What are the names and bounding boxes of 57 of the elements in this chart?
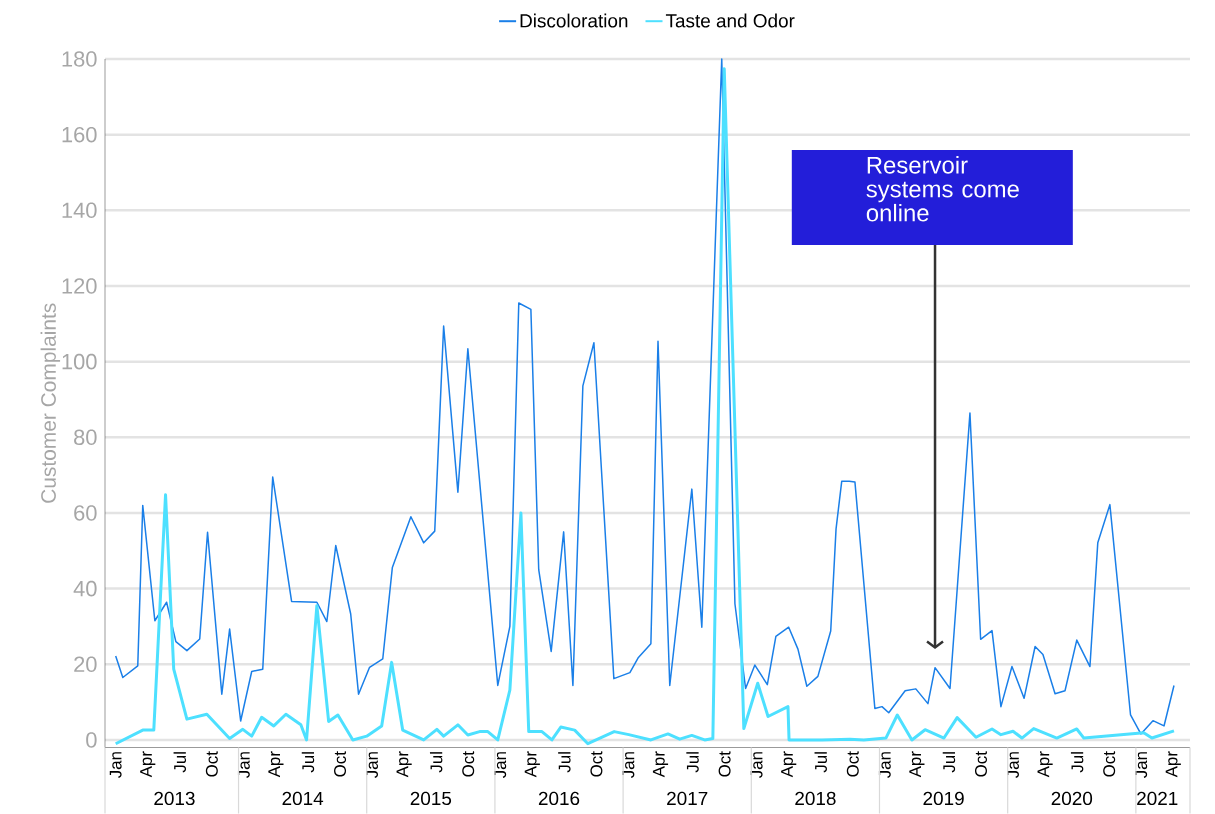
x-tick-label: Oct [718, 751, 731, 777]
y-tick-label: 120 [62, 278, 97, 294]
x2-tick-label: 2017 [667, 791, 708, 806]
x-tick-label: Apr [524, 751, 540, 778]
y-tick-label: 100 [62, 353, 97, 370]
x-tick-label: Apr [268, 751, 284, 778]
x-tick-label: Jul [942, 752, 956, 773]
x2-tick-label: 2015 [410, 791, 452, 806]
y-tick-label: 180 [62, 51, 97, 67]
y-tick-label: 40 [73, 580, 97, 597]
x-tick-label: Oct [846, 751, 859, 777]
x-tick-label: Jan [366, 752, 378, 779]
x-tick-label: Oct [974, 751, 987, 777]
x-tick-label: Apr [781, 751, 797, 778]
y-tick-label: 0 [86, 732, 97, 748]
y-tick-label: 140 [62, 202, 97, 219]
x-tick-label: Jan [237, 752, 250, 779]
y-tick-label: 80 [74, 429, 97, 446]
x-tick-label: Apr [140, 751, 156, 778]
x-tick-label: Jan [109, 752, 122, 779]
x-tick-label: Apr [909, 751, 925, 778]
x-tick-label: Oct [1103, 751, 1116, 777]
x-tick-label: Jul [686, 752, 699, 773]
x2-tick-label: 2018 [795, 791, 836, 806]
x-tick-label: Oct [205, 751, 218, 777]
y-tick-label: 160 [62, 126, 97, 143]
x2-tick-label: 2019 [923, 791, 964, 806]
x-tick-label: Jul [814, 752, 827, 773]
y-tick-label: 60 [74, 505, 97, 521]
y-axis-title: Customer Complaints [40, 303, 61, 503]
annotation: Reservoir systems come online [866, 156, 1019, 222]
legend-label: Taste and Odor [665, 13, 795, 28]
x-tick-label: Jan [878, 752, 891, 779]
x2-tick-label: 2021 [1137, 791, 1178, 806]
legend-label: Discoloration [520, 13, 628, 28]
x-tick-label: Apr [1037, 751, 1053, 778]
x-tick-label: Oct [590, 751, 603, 777]
x2-tick-label: 2020 [1051, 791, 1093, 806]
x-tick-label: Jul [429, 752, 443, 773]
x-tick-label: Apr [396, 751, 412, 778]
x2-tick-label: 2016 [538, 791, 580, 806]
x2-tick-label: 2013 [154, 791, 195, 806]
x-tick-label: Oct [462, 751, 475, 777]
x-tick-label: Jul [1070, 752, 1084, 773]
x-tick-label: Jan [1135, 752, 1148, 779]
x-tick-label: Jan [494, 752, 507, 779]
x-tick-label: Jan [750, 752, 763, 779]
x2-tick-label: 2014 [282, 791, 324, 806]
x-tick-label: Jul [173, 752, 187, 773]
x-tick-label: Jul [558, 752, 571, 773]
x-tick-label: Apr [1165, 751, 1181, 778]
y-tick-label: 20 [74, 656, 97, 673]
x-tick-label: Apr [652, 751, 669, 778]
x-tick-label: Jan [1007, 752, 1019, 779]
x-tick-label: Jul [301, 752, 315, 773]
x-tick-label: Jan [622, 752, 635, 779]
x-tick-label: Oct [334, 751, 347, 777]
